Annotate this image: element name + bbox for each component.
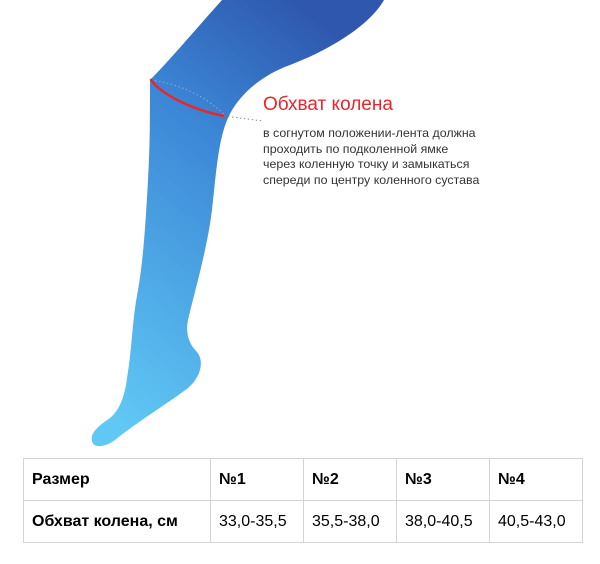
table-header-row: Размер №1 №2 №3 №4 <box>23 458 583 501</box>
description-line: в согнутом положении-лента должна <box>263 126 476 140</box>
knee-measure-back-dotted <box>150 79 226 116</box>
row-label-knee-girth: Обхват колена, см <box>23 500 211 543</box>
header-size-4: №4 <box>489 458 583 501</box>
description-line: проходить по подколенной ямке <box>263 141 449 156</box>
leg-illustration <box>91 0 384 447</box>
callout-leader-dotted <box>223 115 264 122</box>
header-size-3: №3 <box>396 458 490 501</box>
header-size-1: №1 <box>210 458 304 501</box>
size-table: Размер №1 №2 №3 №4 Обхват колена, см 33,… <box>23 458 583 543</box>
leg-shape <box>91 0 384 447</box>
header-size: Размер <box>23 458 211 501</box>
cell-size-4: 40,5-43,0 <box>489 500 583 543</box>
cell-size-1: 33,0-35,5 <box>210 500 304 543</box>
table-row: Обхват колена, см 33,0-35,5 35,5-38,0 38… <box>23 500 583 543</box>
cell-size-3: 38,0-40,5 <box>396 500 490 543</box>
knee-girth-description: в согнутом положении-лента должна проход… <box>263 126 593 188</box>
description-line: спереди по центру коленного сустава <box>263 172 480 187</box>
description-line: через коленную точку и замыкаться <box>263 157 470 171</box>
knee-girth-title: Обхват колена <box>263 94 393 115</box>
knee-measure-line <box>149 78 226 118</box>
header-size-2: №2 <box>303 458 397 501</box>
cell-size-2: 35,5-38,0 <box>303 500 397 543</box>
